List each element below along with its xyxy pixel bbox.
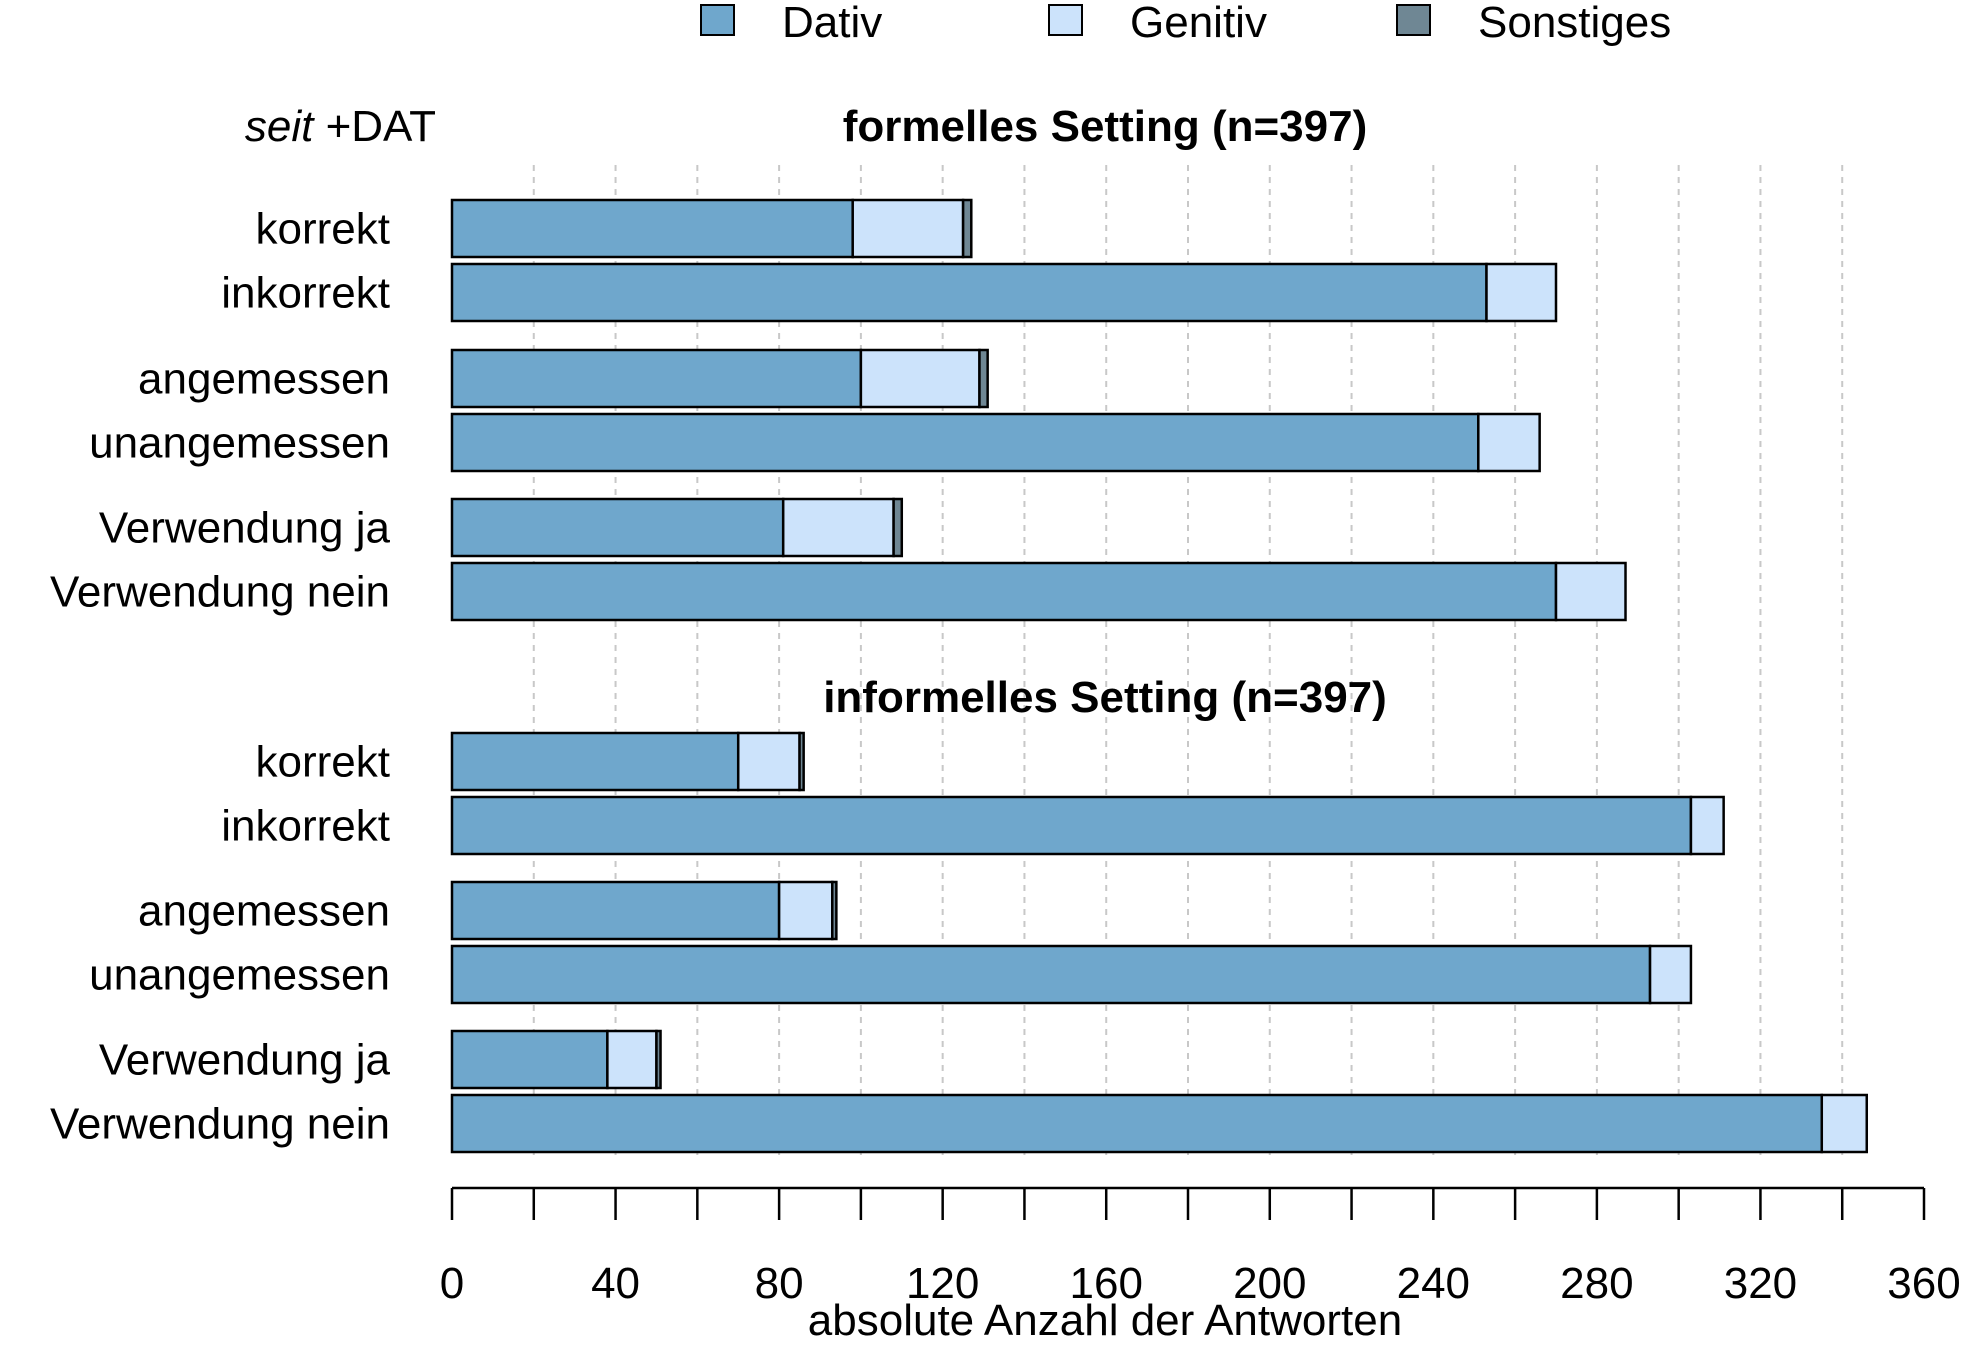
bar-segment-sonstiges [978, 348, 989, 409]
bar-segment-genitiv [1554, 561, 1627, 622]
bar-segment-dativ [450, 412, 1480, 473]
grid-layer [532, 165, 1844, 1155]
category-label: angemessen [138, 355, 390, 404]
bar-segment-genitiv [1648, 944, 1693, 1005]
category-label: korrekt [256, 205, 390, 254]
panel-1: formelles Setting (n=397) korrekt inkorrek… [50, 102, 1627, 622]
category-label: Verwendung ja [99, 1036, 391, 1085]
bar-segment-sonstiges [961, 198, 973, 259]
bar-segment-dativ [450, 348, 863, 409]
x-tick-label: 160 [1070, 1259, 1143, 1308]
category-label: inkorrekt [221, 802, 390, 851]
category-label: Verwendung nein [50, 1100, 390, 1149]
corner-label-italic: seit [245, 102, 315, 151]
bar-segment-genitiv [1485, 262, 1558, 323]
x-axis-title: absolute Anzahl der Antworten [808, 1296, 1402, 1345]
bar-segment-sonstiges [798, 731, 805, 792]
bar-segment-genitiv [606, 1029, 658, 1090]
bar-segment-genitiv [1689, 795, 1725, 856]
bar-segment-sonstiges [892, 497, 904, 558]
category-label: Verwendung ja [99, 504, 391, 553]
category-label: unangemessen [89, 951, 390, 1000]
bar-segment-dativ [450, 198, 854, 259]
bar-segment-dativ [450, 1029, 609, 1090]
bar-segment-dativ [450, 731, 740, 792]
bar-segment-genitiv [781, 497, 895, 558]
x-axis: 0 40 80 120 160 200 240 280 320 360 [440, 1186, 1961, 1308]
legend-swatch-sonstiges [1396, 4, 1431, 36]
x-tick-label: 320 [1724, 1259, 1797, 1308]
legend-swatch-genitiv [1048, 4, 1083, 36]
category-label: inkorrekt [221, 269, 390, 318]
legend-label-sonstiges: Sonstiges [1478, 0, 1671, 47]
bar-segment-dativ [450, 880, 781, 941]
legend: Dativ Genitiv Sonstiges [700, 0, 1671, 47]
bar-segment-genitiv [1477, 412, 1541, 473]
x-tick-label: 80 [755, 1259, 804, 1308]
category-label: korrekt [256, 738, 390, 787]
legend-swatch-dativ [700, 4, 735, 36]
bar-segment-dativ [450, 795, 1693, 856]
bar-segment-dativ [450, 944, 1652, 1005]
corner-label-rest: +DAT [313, 102, 436, 151]
bar-segment-genitiv [859, 348, 981, 409]
x-tick-label: 360 [1887, 1259, 1960, 1308]
category-label: angemessen [138, 887, 390, 936]
panel-title: formelles Setting (n=397) [843, 102, 1367, 151]
x-tick-label: 40 [591, 1259, 640, 1308]
bar-segment-genitiv [1820, 1093, 1869, 1154]
bar-segment-sonstiges [831, 880, 838, 941]
bar-segment-genitiv [777, 880, 834, 941]
x-tick-label: 0 [440, 1259, 464, 1308]
x-tick-label: 200 [1233, 1259, 1306, 1308]
bar-segment-genitiv [736, 731, 801, 792]
x-tick-label: 280 [1560, 1259, 1633, 1308]
bar-segment-dativ [450, 262, 1488, 323]
corner-label: seit +DAT [245, 102, 436, 151]
category-label: Verwendung nein [50, 568, 390, 617]
bar-segment-dativ [450, 1093, 1824, 1154]
legend-label-genitiv: Genitiv [1130, 0, 1267, 47]
legend-label-dativ: Dativ [782, 0, 882, 47]
panel-2: informelles Setting (n=397) korrekt inkorr… [50, 673, 1869, 1154]
bar-segment-dativ [450, 497, 785, 558]
bar-segment-dativ [450, 561, 1558, 622]
panels: formelles Setting (n=397) korrekt inkorrek… [50, 102, 1869, 1154]
panel-title: informelles Setting (n=397) [823, 673, 1387, 722]
x-tick-label: 240 [1397, 1259, 1470, 1308]
x-tick-label: 120 [906, 1259, 979, 1308]
bar-segment-sonstiges [655, 1029, 662, 1090]
bar-segment-genitiv [851, 198, 965, 259]
category-label: unangemessen [89, 419, 390, 468]
